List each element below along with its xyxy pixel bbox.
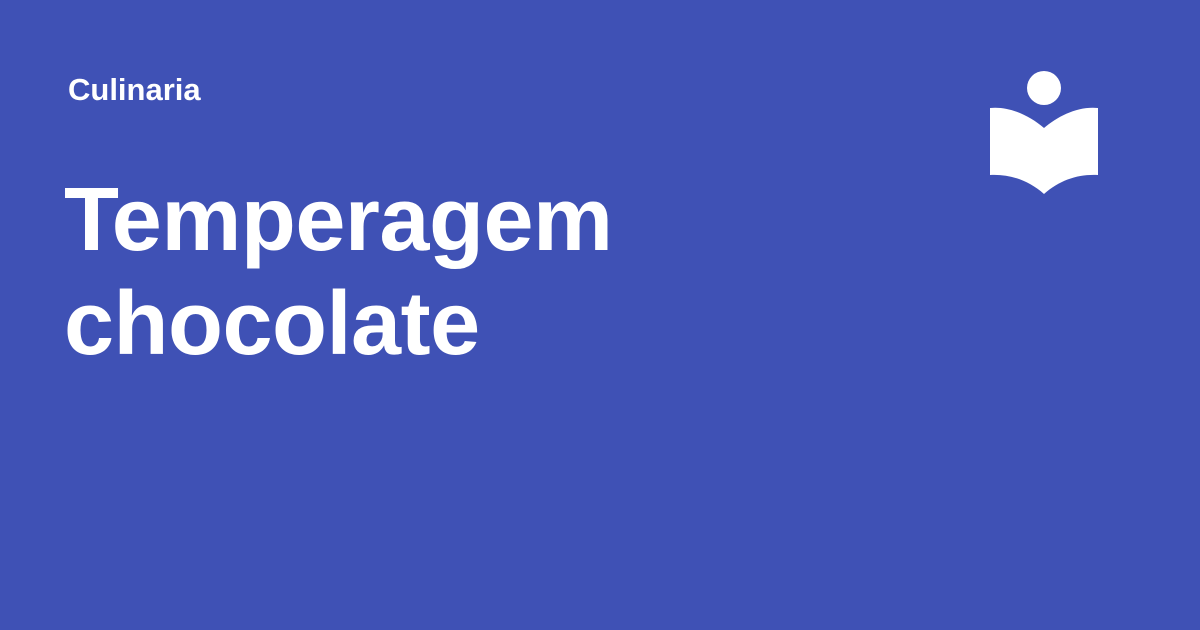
reader-book-icon	[990, 71, 1098, 194]
page-title: Temperagem chocolate	[64, 168, 824, 376]
category-label: Culinaria	[68, 72, 201, 107]
title-line-1: Temperagem	[64, 170, 613, 270]
title-line-2: chocolate	[64, 274, 480, 374]
